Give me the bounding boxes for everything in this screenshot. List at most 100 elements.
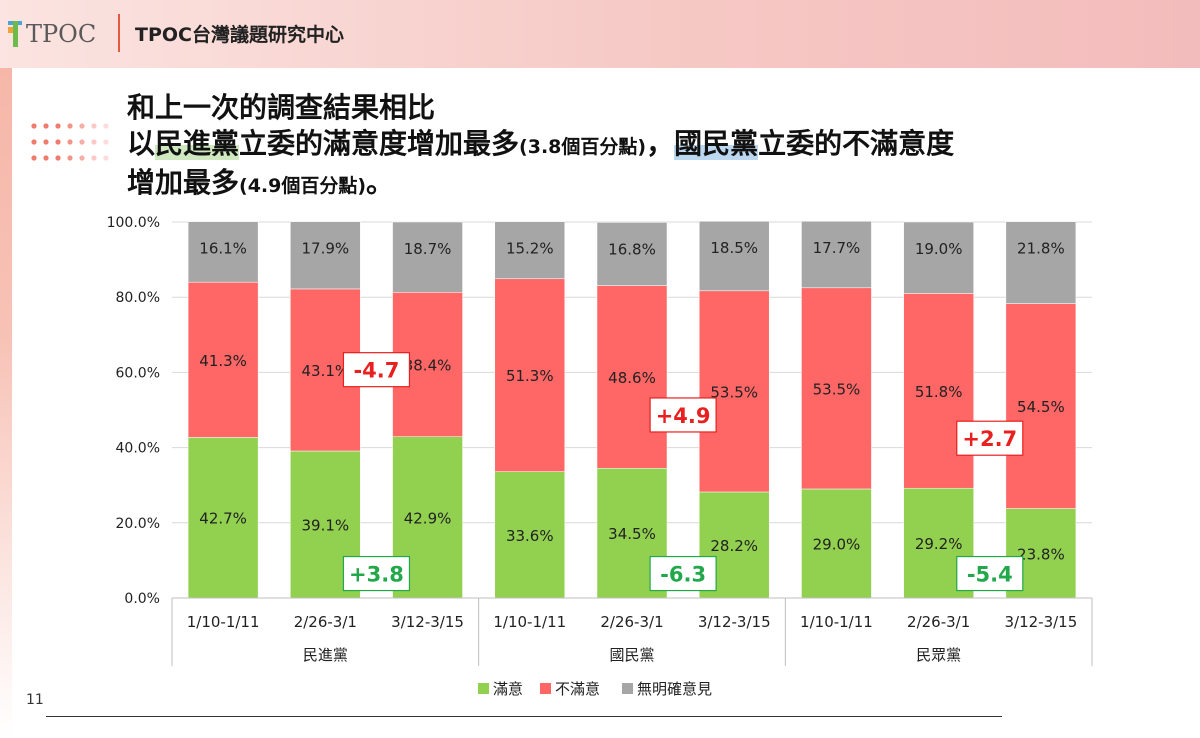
x-tick-label: 1/10-1/11 — [187, 613, 260, 631]
data-label: 21.8% — [1017, 240, 1065, 258]
data-label: 51.8% — [915, 383, 963, 401]
bar-segment — [187, 281, 259, 438]
data-label: 28.2% — [710, 537, 758, 555]
headline-text: 立委的滿意度增加最多 — [239, 127, 520, 160]
legend-label: 無明確意見 — [637, 680, 712, 698]
y-tick-label: 40.0% — [116, 441, 160, 457]
data-label: 18.5% — [710, 239, 758, 257]
x-tick-label: 2/26-3/1 — [907, 613, 970, 631]
bar-segment — [698, 220, 770, 292]
data-label: 51.3% — [506, 367, 554, 385]
y-tick-label: 80.0% — [116, 290, 160, 306]
change-badge-dissatisfied — [649, 397, 717, 433]
change-badge-satisfied — [956, 555, 1024, 592]
footer-divider — [46, 716, 1002, 717]
legend-swatch — [478, 683, 489, 694]
headline-text: 以 — [127, 127, 156, 160]
change-value: -5.4 — [967, 563, 1013, 587]
legend-swatch — [622, 683, 633, 694]
data-label: 42.9% — [404, 509, 452, 527]
x-tick-label: 2/26-3/1 — [600, 613, 663, 631]
data-label: 29.0% — [813, 535, 861, 553]
group-label: 民進黨 — [303, 646, 348, 664]
bar-segment — [596, 222, 668, 286]
data-label: 38.4% — [404, 357, 452, 375]
headline-line-3: 增加最多(4.9個百分點)。 — [127, 165, 1187, 204]
data-label: 19.0% — [915, 240, 963, 258]
change-value: +2.7 — [962, 427, 1017, 451]
decorative-dots — [31, 123, 109, 161]
bar-segment — [494, 278, 566, 472]
headline-line-1: 和上一次的調查結果相比 — [127, 91, 436, 124]
data-label: 53.5% — [813, 380, 861, 398]
data-label: 43.1% — [302, 362, 350, 380]
y-tick-label: 100.0% — [107, 215, 160, 231]
headline-text: 。 — [366, 166, 395, 199]
data-label: 53.5% — [710, 383, 758, 401]
bar-segment — [903, 221, 974, 294]
left-accent-stripe — [0, 68, 12, 738]
headline-line-2: 以民進黨立委的滿意度增加最多(3.8個百分點)，國民黨立委的不滿意度 — [127, 126, 1187, 165]
bar-segment — [801, 220, 872, 289]
legend-swatch — [540, 683, 551, 694]
bar-segment — [1005, 303, 1077, 509]
change-badge-satisfied — [649, 555, 717, 592]
x-tick-label: 3/12-3/15 — [391, 613, 464, 631]
data-label: 23.8% — [1017, 545, 1065, 563]
bar-segment — [392, 221, 463, 293]
group-label: 國民黨 — [609, 646, 654, 664]
headline-text: 立委的不滿意度 — [758, 127, 955, 160]
group-label: 民眾黨 — [916, 646, 961, 664]
data-label: 17.9% — [302, 240, 350, 258]
data-label: 16.8% — [608, 240, 656, 258]
x-tick-label: 2/26-3/1 — [294, 613, 357, 631]
change-value: -6.3 — [660, 563, 706, 587]
x-tick-label: 3/12-3/15 — [698, 613, 771, 631]
bar-segment — [596, 285, 668, 469]
bar-segment — [290, 221, 361, 290]
change-value: -4.7 — [353, 359, 399, 383]
bar-segment — [187, 437, 259, 599]
change-badge-dissatisfied — [342, 352, 411, 388]
data-label: 42.7% — [199, 510, 247, 528]
change-value: +3.8 — [349, 563, 404, 587]
highlight-kmt: 國民黨 — [674, 127, 759, 160]
data-label: 17.7% — [813, 239, 861, 257]
headline-note: (4.9個百分點) — [239, 175, 367, 197]
data-label: 16.1% — [199, 240, 247, 258]
tpoc-logo: TPOC — [8, 14, 96, 54]
bar-segment — [801, 287, 872, 490]
headline-text: 增加最多 — [127, 166, 240, 199]
data-label: 41.3% — [199, 352, 247, 370]
page-number: 11 — [26, 692, 44, 708]
data-label: 33.6% — [506, 527, 554, 545]
x-tick-label: 1/10-1/11 — [800, 613, 873, 631]
headline-text: ， — [646, 127, 675, 160]
data-label: 29.2% — [915, 535, 963, 553]
headline-note: (3.8個百分點) — [519, 136, 647, 158]
x-tick-label: 1/10-1/11 — [493, 613, 566, 631]
bar-segment — [1005, 221, 1077, 304]
data-label: 18.7% — [404, 240, 452, 258]
headline: 和上一次的調查結果相比 以民進黨立委的滿意度增加最多(3.8個百分點)，國民黨立… — [127, 90, 1187, 204]
y-tick-label: 20.0% — [116, 516, 160, 532]
bar-segment — [494, 471, 566, 599]
data-label: 34.5% — [608, 525, 656, 543]
change-badge-satisfied — [342, 555, 411, 592]
logo-text: TPOC — [26, 20, 97, 48]
change-badge-dissatisfied — [956, 420, 1024, 456]
bar-segment — [187, 221, 259, 283]
legend-label: 不滿意 — [555, 680, 600, 698]
bar-segment — [801, 488, 872, 599]
y-tick-label: 0.0% — [124, 591, 160, 607]
x-tick-label: 3/12-3/15 — [1004, 613, 1077, 631]
data-label: 39.1% — [302, 516, 350, 534]
header-bar: TPOC TPOC台灣議題研究中心 — [0, 0, 1200, 68]
y-tick-label: 60.0% — [116, 365, 160, 381]
header-separator — [118, 14, 120, 52]
header-title: TPOC台灣議題研究中心 — [135, 24, 344, 46]
data-label: 54.5% — [1017, 398, 1065, 416]
change-value: +4.9 — [656, 404, 711, 428]
legend-label: 滿意 — [493, 680, 523, 698]
